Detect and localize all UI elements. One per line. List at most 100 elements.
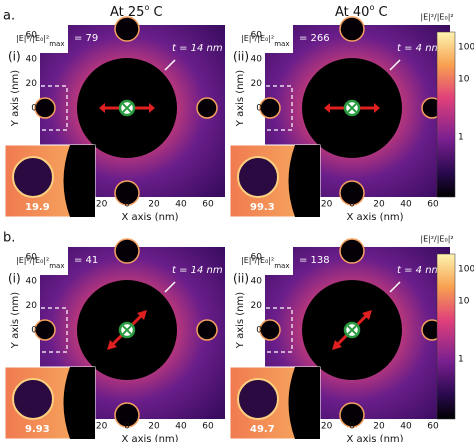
x-tick-label: 0 [124, 422, 130, 432]
inset-particle [288, 367, 320, 439]
arrow-head [107, 340, 117, 350]
colorbar [436, 31, 456, 198]
y-tick-label: 60 [251, 30, 263, 40]
inset-value: 9.93 [25, 424, 50, 435]
x-tick-label: 60 [427, 200, 439, 210]
x-tick-label: 20 [148, 422, 160, 432]
y-tick-label: 0 [31, 326, 37, 336]
header-unit: C [149, 5, 162, 20]
max-box [238, 25, 293, 53]
x-tick-label: 20 [373, 200, 385, 210]
y-tick-label: 0 [256, 104, 262, 114]
satellite [34, 97, 56, 119]
inset-satellite [237, 378, 279, 420]
inset-particle [63, 367, 95, 439]
x-tick-label: 60 [427, 422, 439, 432]
y-tick-label: 40 [26, 55, 38, 65]
y-axis-label: Y axis (nm) [235, 292, 246, 349]
x-axis-label: X axis (nm) [346, 434, 403, 442]
y-tick-label: 40 [251, 55, 263, 65]
thickness-mark [164, 59, 176, 71]
colorbar-tick: 10 [458, 75, 470, 85]
max-expr-text: |E|²/|E₀|² [16, 256, 49, 265]
colorbar-title: |E|²/|E₀|² [420, 235, 453, 244]
panel-label: (ii) [233, 50, 249, 64]
y-tick-label: 20 [26, 301, 38, 311]
k-cross [347, 325, 357, 335]
arrow-head [99, 103, 105, 113]
max-expr: |E|²/|E₀|²max [241, 256, 289, 271]
y-tick-label: 20 [26, 79, 38, 89]
thickness-mark [164, 281, 176, 293]
max-sub: max [49, 262, 64, 270]
satellite [114, 238, 140, 264]
column-header: At 40o C [335, 3, 388, 20]
column-header: At 25o C [110, 3, 163, 20]
inset-value: 49.7 [250, 424, 275, 435]
panel-label: (i) [8, 272, 21, 286]
header-unit: C [374, 5, 387, 20]
x-tick-label: -20 [318, 422, 333, 432]
inset-particle [288, 145, 320, 217]
satellite [339, 402, 365, 428]
x-tick-label: 40 [175, 422, 187, 432]
satellite [114, 16, 140, 42]
thickness-label: t = 4 nm [397, 265, 442, 276]
max-value: = 266 [299, 33, 330, 44]
max-box [13, 25, 68, 53]
x-tick-label: 20 [148, 200, 160, 210]
colorbar [436, 253, 456, 420]
x-tick-label: 0 [349, 422, 355, 432]
arrow-head [324, 103, 330, 113]
header-text: At 25 [110, 5, 144, 20]
y-axis-label: Y axis (nm) [10, 292, 21, 349]
colorbar-tick: 100 [458, 265, 474, 275]
y-axis-label: Y axis (nm) [10, 70, 21, 127]
x-tick-label: 0 [124, 200, 130, 210]
x-tick-label: 40 [400, 200, 412, 210]
row-label: a. [3, 9, 15, 24]
x-tick-label: 40 [400, 422, 412, 432]
x-tick-label: -20 [318, 200, 333, 210]
satellite [34, 319, 56, 341]
row-label: b. [3, 231, 15, 246]
satellite [339, 238, 365, 264]
satellite [114, 180, 140, 206]
header-sup: o [144, 3, 149, 12]
k-cross [122, 325, 132, 335]
panel-label: (i) [8, 50, 21, 64]
x-tick-label: 0 [349, 200, 355, 210]
y-tick-label: 60 [251, 252, 263, 262]
arrow-head [137, 310, 147, 320]
satellite [259, 97, 281, 119]
arrow-head [374, 103, 380, 113]
x-tick-label: 40 [175, 200, 187, 210]
max-expr: |E|²/|E₀|²max [16, 34, 64, 49]
inset-particle [63, 145, 95, 217]
max-value: = 41 [74, 255, 98, 266]
inset-satellite [237, 156, 279, 198]
y-tick-label: 40 [26, 277, 38, 287]
x-tick-label: 60 [202, 200, 214, 210]
y-tick-label: 0 [31, 104, 37, 114]
inset-value: 99.3 [250, 202, 275, 213]
y-tick-label: 40 [251, 277, 263, 287]
max-box [13, 247, 68, 275]
satellite [339, 16, 365, 42]
y-tick-label: 20 [251, 79, 263, 89]
x-tick-label: -20 [93, 422, 108, 432]
y-axis-label: Y axis (nm) [235, 70, 246, 127]
inset-satellite [12, 378, 54, 420]
arrow-head [332, 340, 342, 350]
colorbar-tick: 1 [458, 355, 464, 365]
max-expr: |E|²/|E₀|²max [16, 256, 64, 271]
max-expr-text: |E|²/|E₀|² [16, 34, 49, 43]
thickness-mark [389, 59, 401, 71]
max-value: = 79 [74, 33, 98, 44]
max-expr: |E|²/|E₀|²max [241, 34, 289, 49]
colorbar-tick: 100 [458, 43, 474, 53]
max-sub: max [274, 262, 289, 270]
max-value: = 138 [299, 255, 330, 266]
arrow-head [362, 310, 372, 320]
